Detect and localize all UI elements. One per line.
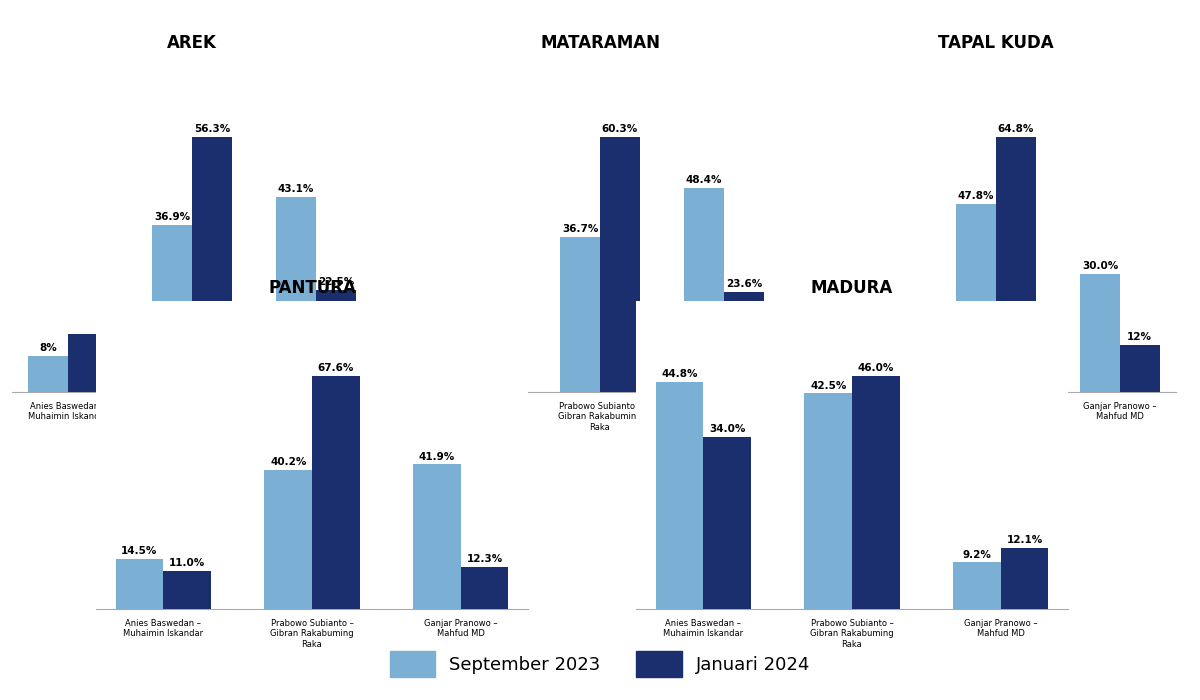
Bar <box>953 562 1001 609</box>
Text: 43.1%: 43.1% <box>278 184 314 194</box>
Text: 30.0%: 30.0% <box>1082 261 1118 271</box>
Bar <box>437 375 476 392</box>
Bar <box>804 393 852 609</box>
Text: 12.3%: 12.3% <box>467 554 503 564</box>
Title: TAPAL KUDA: TAPAL KUDA <box>938 34 1054 52</box>
Bar <box>655 382 703 609</box>
Text: 12.1%: 12.1% <box>1007 535 1043 545</box>
Bar <box>115 559 163 609</box>
Text: 36.9%: 36.9% <box>154 212 191 222</box>
Bar <box>852 376 900 609</box>
Bar <box>163 571 211 609</box>
Text: 47.8%: 47.8% <box>958 191 995 201</box>
Text: 44.8%: 44.8% <box>661 369 697 379</box>
Bar <box>312 376 360 609</box>
Bar <box>152 225 192 392</box>
Text: 36.7%: 36.7% <box>562 224 599 234</box>
Bar <box>276 197 316 392</box>
Text: 11.0%: 11.0% <box>169 558 205 568</box>
Bar <box>29 356 68 392</box>
Bar <box>1120 345 1159 392</box>
Text: 56.3%: 56.3% <box>193 125 230 134</box>
Title: PANTURA: PANTURA <box>268 279 356 297</box>
Text: 9.2%: 9.2% <box>962 550 991 559</box>
Bar <box>833 340 872 392</box>
Text: 48.4%: 48.4% <box>686 174 722 185</box>
Bar <box>461 566 509 609</box>
Bar <box>1080 274 1120 392</box>
Bar <box>703 437 751 609</box>
Bar <box>1001 547 1049 609</box>
Bar <box>996 137 1036 392</box>
Text: 8%: 8% <box>40 343 58 353</box>
Bar <box>476 360 516 392</box>
Bar <box>264 470 312 609</box>
Text: 41.9%: 41.9% <box>419 452 455 461</box>
Bar <box>724 293 763 392</box>
Text: 14.5%: 14.5% <box>121 546 157 556</box>
Title: AREK: AREK <box>167 34 217 52</box>
Legend: September 2023, Januari 2024: September 2023, Januari 2024 <box>383 644 817 684</box>
Text: 7.6%: 7.6% <box>481 347 510 357</box>
Bar <box>600 137 640 392</box>
Bar <box>956 204 996 392</box>
Text: 23.6%: 23.6% <box>726 279 762 289</box>
Title: MADURA: MADURA <box>811 279 893 297</box>
Text: 46.0%: 46.0% <box>858 363 894 373</box>
Text: 64.8%: 64.8% <box>997 125 1034 134</box>
Bar <box>192 137 232 392</box>
Title: MATARAMAN: MATARAMAN <box>540 34 660 52</box>
Bar <box>684 188 724 392</box>
Bar <box>560 237 600 392</box>
Bar <box>316 290 355 392</box>
Text: 34.0%: 34.0% <box>709 424 745 434</box>
Text: 67.6%: 67.6% <box>318 363 354 373</box>
Text: 15.3%: 15.3% <box>874 318 910 329</box>
Text: 42.5%: 42.5% <box>810 381 846 391</box>
Bar <box>68 334 108 392</box>
Text: 12%: 12% <box>1127 332 1152 342</box>
Text: 13.4%: 13.4% <box>834 326 870 336</box>
Bar <box>413 464 461 609</box>
Text: 4.0%: 4.0% <box>442 362 470 372</box>
Text: 60.3%: 60.3% <box>601 125 638 134</box>
Text: 22.5%: 22.5% <box>318 277 354 287</box>
Text: 40.2%: 40.2% <box>270 457 306 468</box>
Bar <box>872 332 912 392</box>
